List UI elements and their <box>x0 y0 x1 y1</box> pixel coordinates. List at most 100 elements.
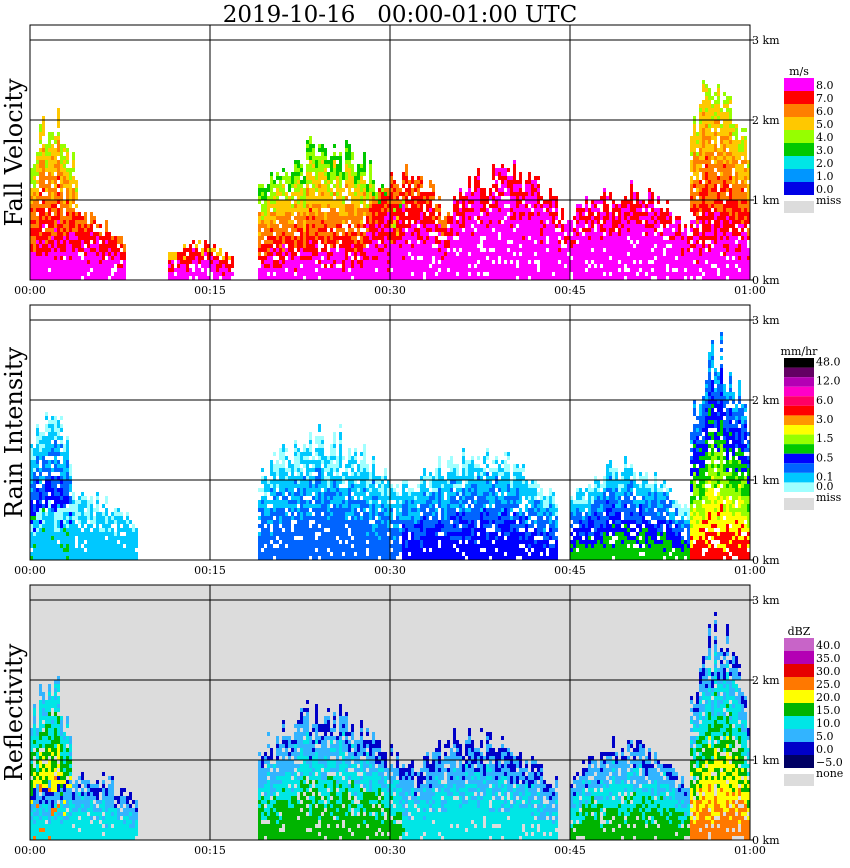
echo-cell <box>480 272 483 276</box>
echo-cell <box>30 220 33 224</box>
echo-cell <box>363 184 366 188</box>
echo-cell <box>429 180 432 184</box>
echo-cell <box>264 260 267 264</box>
echo-cell <box>402 260 405 264</box>
echo-cell <box>588 260 591 264</box>
echo-cell <box>459 244 462 248</box>
echo-cell <box>30 216 33 220</box>
echo-cell <box>306 164 309 168</box>
echo-cell <box>42 156 45 160</box>
echo-cell <box>735 276 738 280</box>
echo-cell <box>720 180 723 184</box>
echo-cell <box>51 272 54 276</box>
echo-cell <box>42 168 45 172</box>
echo-cell <box>360 180 363 184</box>
echo-cell <box>717 244 720 248</box>
echo-cell <box>276 228 279 232</box>
echo-cell <box>312 236 315 240</box>
echo-cell <box>393 216 396 220</box>
echo-cell <box>261 192 264 196</box>
echo-cell <box>318 164 321 168</box>
echo-cell <box>288 196 291 200</box>
echo-cell <box>615 220 618 224</box>
echo-cell <box>39 240 42 244</box>
echo-cell <box>534 200 537 204</box>
echo-cell <box>351 232 354 236</box>
echo-cell <box>303 264 306 268</box>
echo-cell <box>684 228 687 232</box>
echo-cell <box>438 196 441 200</box>
echo-cell <box>408 224 411 228</box>
echo-cell <box>381 264 384 268</box>
echo-cell <box>321 276 324 280</box>
echo-cell <box>60 148 63 152</box>
echo-cell <box>411 244 414 248</box>
echo-cell <box>726 132 729 136</box>
echo-cell <box>615 248 618 252</box>
echo-cell <box>558 256 561 260</box>
echo-cell <box>648 220 651 224</box>
echo-cell <box>57 140 60 144</box>
echo-cell <box>492 252 495 256</box>
echo-cell <box>75 244 78 248</box>
echo-cell <box>96 244 99 248</box>
echo-cell <box>348 168 351 172</box>
echo-cell <box>510 184 513 188</box>
echo-cell <box>669 256 672 260</box>
echo-cell <box>345 148 348 152</box>
echo-cell <box>606 196 609 200</box>
echo-cell <box>372 264 375 268</box>
echo-cell <box>456 208 459 212</box>
echo-cell <box>612 260 615 264</box>
echo-cell <box>306 180 309 184</box>
echo-cell <box>633 220 636 224</box>
echo-cell <box>474 208 477 212</box>
echo-cell <box>534 208 537 212</box>
echo-cell <box>720 216 723 220</box>
echo-cell <box>657 200 660 204</box>
echo-cell <box>603 208 606 212</box>
echo-cell <box>348 152 351 156</box>
echo-cell <box>738 152 741 156</box>
echo-cell <box>729 236 732 240</box>
echo-cell <box>714 196 717 200</box>
echo-cell <box>270 264 273 268</box>
echo-cell <box>510 244 513 248</box>
echo-cell <box>45 232 48 236</box>
echo-cell <box>588 232 591 236</box>
echo-cell <box>702 152 705 156</box>
echo-cell <box>612 212 615 216</box>
echo-cell <box>72 260 75 264</box>
echo-cell <box>600 232 603 236</box>
echo-cell <box>522 244 525 248</box>
echo-cell <box>723 120 726 124</box>
echo-cell <box>504 212 507 216</box>
echo-cell <box>546 268 549 272</box>
echo-cell <box>297 248 300 252</box>
echo-cell <box>336 224 339 228</box>
echo-cell <box>627 264 630 268</box>
echo-cell <box>498 268 501 272</box>
echo-cell <box>417 196 420 200</box>
echo-cell <box>336 260 339 264</box>
echo-cell <box>48 240 51 244</box>
echo-cell <box>357 240 360 244</box>
echo-cell <box>66 160 69 164</box>
echo-cell <box>345 252 348 256</box>
echo-cell <box>348 192 351 196</box>
echo-cell <box>36 276 39 280</box>
echo-cell <box>651 220 654 224</box>
echo-cell <box>354 224 357 228</box>
echo-cell <box>279 192 282 196</box>
echo-cell <box>276 200 279 204</box>
echo-cell <box>279 264 282 268</box>
echo-cell <box>582 212 585 216</box>
echo-cell <box>102 268 105 272</box>
echo-cell <box>39 124 42 128</box>
echo-cell <box>69 264 72 268</box>
echo-cell <box>531 184 534 188</box>
echo-cell <box>411 204 414 208</box>
echo-cell <box>516 204 519 208</box>
echo-cell <box>303 200 306 204</box>
echo-cell <box>705 108 708 112</box>
